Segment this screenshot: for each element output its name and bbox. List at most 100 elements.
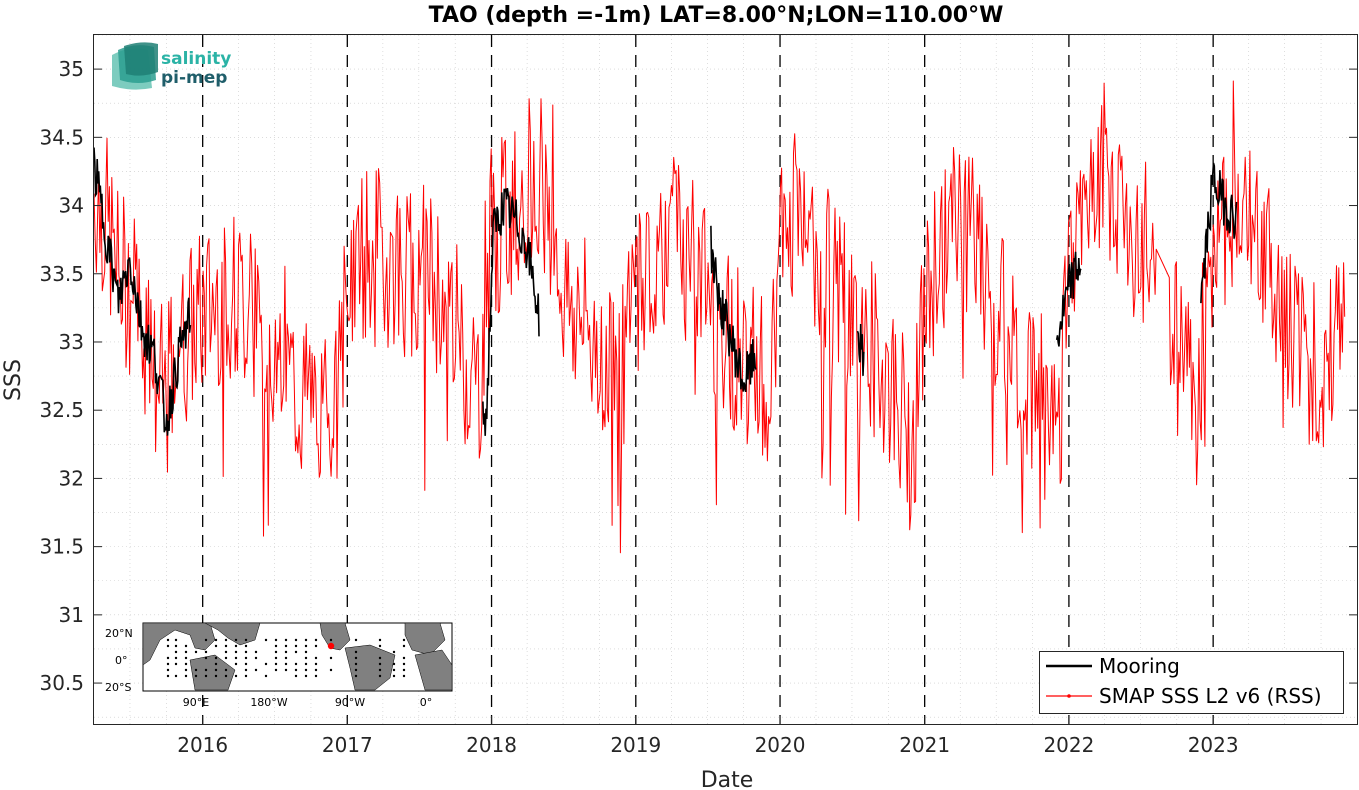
station-dot [304,674,308,678]
station-dot [244,644,248,648]
legend: Mooring SMAP SSS L2 v6 (RSS) [1039,651,1344,714]
station-dot [244,662,248,666]
station-dot [174,638,178,642]
station-dot [166,656,170,660]
legend-smap-marker [1067,694,1071,698]
x-axis-ticks: 2016 2017 2018 2019 2020 2021 2022 2023 [177,716,1239,757]
map-lon-90w: 90°W [335,696,365,709]
map-lon-180w: 180°W [250,696,287,709]
x-tick-label: 2022 [1043,733,1094,757]
x-tick-label: 2016 [177,733,228,757]
station-dot [354,668,358,672]
station-dot [304,668,308,672]
station-dot [284,644,288,648]
station-dot [354,674,358,678]
map-lat-0: 0° [115,654,128,667]
station-dot [314,668,318,672]
station-dot [174,650,178,654]
station-dot [402,638,406,642]
chart-title: TAO (depth =-1m) LAT=8.00°N;LON=110.00°W [429,3,1004,28]
station-dot [214,638,218,642]
station-dot [244,638,248,642]
station-dot [184,650,188,654]
station-dot [174,662,178,666]
station-dot [166,668,170,672]
station-dot [284,638,288,642]
x-tick-label: 2023 [1188,733,1239,757]
station-dot [284,650,288,654]
station-dot [184,662,188,666]
station-dot [244,656,248,660]
station-dot [402,668,406,672]
station-dot [224,674,228,678]
station-dot [392,674,396,678]
mooring-series-line [1200,162,1238,304]
station-dot [214,644,218,648]
station-dot [392,662,396,666]
station-dot [274,638,278,642]
station-dot [234,656,238,660]
station-dot [294,668,298,672]
mooring-series-line [93,147,192,436]
station-dot [166,674,170,678]
x-tick-label: 2021 [899,733,950,757]
y-tick-label: 33 [59,330,84,354]
station-dot [294,662,298,666]
station-dot [214,674,218,678]
station-dot [294,674,298,678]
legend-box [1039,651,1344,714]
x-tick-label: 2017 [322,733,373,757]
station-dot [174,656,178,660]
station-dot [234,638,238,642]
station-dot [329,638,333,642]
station-dot [294,650,298,654]
plot-area-frame [93,34,1358,725]
station-dot [244,674,248,678]
station-dot [214,668,218,672]
mooring-series-line [482,188,540,436]
station-dot [184,674,188,678]
station-dot [274,662,278,666]
station-dot [378,662,382,666]
station-dot [284,668,288,672]
station-dot [166,662,170,666]
station-dot [234,650,238,654]
station-dot [304,650,308,654]
x-tick-label: 2019 [610,733,661,757]
selected-station-marker [327,642,335,650]
station-dot [329,656,333,660]
station-dot [204,668,208,672]
y-tick-label: 31.5 [39,535,84,559]
y-tick-label: 32 [59,466,84,490]
x-tick-label: 2018 [466,733,517,757]
mooring-series-line [1055,251,1082,347]
map-lon-0: 0° [420,696,433,709]
station-dot [204,656,208,660]
station-dot [304,644,308,648]
salinity-pimep-logo: salinity pi-mep [112,42,231,90]
station-dot [378,656,382,660]
x-tick-label: 2020 [755,733,806,757]
station-dot [254,656,258,660]
station-dot [304,662,308,666]
station-dot [402,644,406,648]
year-boundary-lines [202,35,1214,724]
station-dot [314,656,318,660]
inset-map: 20°N 0° 20°S 90°E 180°W 90°W 0° [105,622,453,709]
station-dot [244,650,248,654]
station-dot [234,662,238,666]
station-dot [378,638,382,642]
station-dot [264,674,268,678]
legend-smap-label: SMAP SSS L2 v6 (RSS) [1099,684,1322,708]
station-dot [354,650,358,654]
station-dot [194,674,198,678]
station-dot [174,674,178,678]
y-tick-label: 30.5 [39,671,84,695]
station-dot [402,662,406,666]
station-dot [304,638,308,642]
y-tick-label: 34 [59,194,84,218]
station-dot [329,668,333,672]
station-dot [284,662,288,666]
station-dot [264,638,268,642]
map-lat-20n: 20°N [105,627,133,640]
